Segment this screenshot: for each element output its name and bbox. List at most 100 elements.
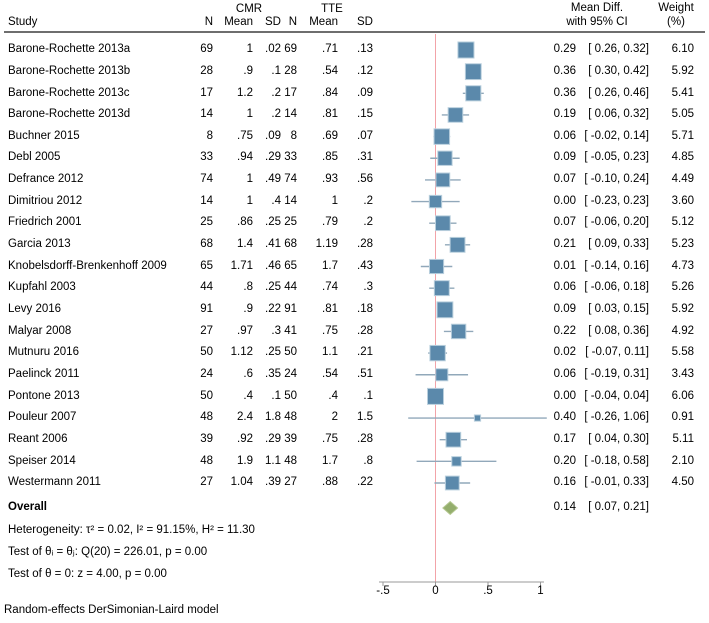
study-name: Defrance 2012: [8, 173, 84, 186]
tte-mean: .54: [322, 367, 338, 380]
confidence-interval: [ -0.07, 0.11]: [585, 346, 649, 359]
tte-n: 17: [284, 86, 297, 99]
cmr-sd: .46: [265, 259, 281, 272]
tte-sd: .8: [363, 454, 373, 467]
cmr-sd: 1.1: [265, 454, 281, 467]
effect-estimate: 0.36: [553, 86, 576, 99]
cmr-mean: .9: [243, 64, 253, 77]
tte-n: 68: [284, 238, 297, 250]
tte-mean: .88: [322, 476, 338, 489]
effect-estimate: 0.06: [553, 129, 576, 142]
cmr-sd: .39: [265, 476, 281, 489]
study-name: Dimitriou 2012: [8, 194, 83, 207]
effect-square: [434, 215, 451, 232]
cmr-n: 8: [206, 129, 213, 142]
cmr-mean: 1: [246, 194, 253, 207]
cmr-mean: .97: [237, 324, 253, 337]
tte-n: 44: [284, 281, 297, 294]
cmr-n: 33: [200, 151, 213, 164]
tte-n: 50: [284, 346, 297, 359]
tte-mean: .69: [322, 129, 338, 142]
cmr-n: 25: [200, 216, 213, 229]
effect-estimate: 0.17: [553, 432, 576, 445]
cmr-mean: 1.71: [230, 259, 253, 272]
tte-mean: .75: [322, 432, 338, 445]
weight-value: 3.43: [671, 367, 694, 380]
cmr-n: 50: [200, 346, 213, 359]
cmr-mean: .94: [237, 151, 253, 164]
cmr-sd: .29: [265, 151, 281, 164]
weight-value: 5.12: [671, 216, 694, 229]
weight-value: 5.92: [671, 303, 694, 315]
study-name: Garcia 2013: [8, 238, 71, 250]
weight-value: 5.11: [672, 432, 694, 445]
effect-square: [428, 258, 445, 275]
cmr-mean: .86: [237, 216, 253, 229]
overall-confidence-interval: [ 0.07, 0.21]: [588, 501, 649, 513]
cmr-sd: .41: [265, 238, 281, 250]
effect-square: [435, 172, 451, 188]
tte-n: 48: [284, 454, 297, 467]
homogeneity-test-note: Test of θᵢ = θⱼ: Q(20) = 226.01, p = 0.0…: [8, 546, 208, 558]
cmr-group-header: CMR: [235, 3, 263, 15]
tte-sd: 1.5: [357, 411, 373, 424]
effect-estimate: 0.16: [553, 476, 576, 489]
tte-mean: 1.7: [322, 259, 338, 272]
cmr-mean: 1: [246, 43, 253, 56]
tte-mean: .71: [322, 43, 338, 56]
tte-mean: .84: [322, 86, 338, 99]
overall-effect-estimate: 0.14: [553, 501, 576, 513]
cmr-n: 74: [200, 173, 213, 186]
tte-mean: .81: [322, 303, 338, 315]
weight-value: 4.73: [671, 259, 694, 272]
tte-sd: .43: [357, 259, 373, 272]
cmr-n: 39: [200, 432, 213, 445]
tte-n: 33: [284, 151, 297, 164]
cmr-n: 48: [200, 454, 213, 467]
study-name: Reant 2006: [8, 432, 68, 445]
study-name: Pouleur 2007: [8, 411, 77, 424]
cmr-mean: .9: [243, 303, 253, 315]
cmr-sd: .25: [265, 216, 281, 229]
header-divider: [4, 31, 705, 33]
tte-mean: .54: [322, 64, 338, 77]
tte-mean: 1.1: [322, 346, 338, 359]
tte-sd: .51: [357, 367, 373, 380]
study-name: Friedrich 2001: [8, 216, 82, 229]
confidence-interval: [ 0.26, 0.32]: [588, 43, 649, 56]
effect-estimate: 0.00: [553, 194, 576, 207]
confidence-interval: [ -0.18, 0.58]: [584, 454, 649, 467]
study-name: Malyar 2008: [8, 324, 72, 337]
effect-square: [445, 431, 462, 448]
cmr-mean: .6: [243, 367, 253, 380]
effect-estimate: 0.36: [553, 64, 576, 77]
tte-sd: .1: [363, 389, 373, 402]
effect-estimate: 0.07: [553, 173, 576, 186]
tte-n: 65: [284, 259, 297, 272]
effect-estimate: 0.21: [553, 238, 576, 250]
effect-estimate: 0.06: [553, 367, 576, 380]
tte-sd: .2: [363, 216, 373, 229]
cmr-sd: .4: [271, 194, 281, 207]
effect-square: [464, 63, 482, 81]
tte-mean: .4: [328, 389, 338, 402]
tte-n: 14: [284, 194, 297, 207]
study-name: Knobelsdorff-Brenkenhoff 2009: [8, 259, 167, 272]
effect-square: [450, 323, 467, 340]
confidence-interval: [ -0.04, 0.04]: [584, 389, 649, 402]
effect-square: [437, 150, 453, 166]
confidence-interval: [ 0.26, 0.46]: [588, 86, 649, 99]
cmr-sd: .2: [271, 108, 281, 121]
tte-n: 91: [284, 303, 297, 315]
effect-square: [433, 128, 451, 145]
confidence-interval: [ -0.06, 0.20]: [584, 216, 649, 229]
study-name: Mutnuru 2016: [8, 346, 79, 359]
cmr-n: 27: [200, 324, 213, 337]
effect-square: [444, 475, 460, 491]
tte-n-header: N: [288, 16, 297, 28]
cmr-n: 27: [200, 476, 213, 489]
cmr-sd: .29: [265, 432, 281, 445]
tte-sd: .22: [357, 476, 373, 489]
weight-value: 5.41: [671, 86, 694, 99]
